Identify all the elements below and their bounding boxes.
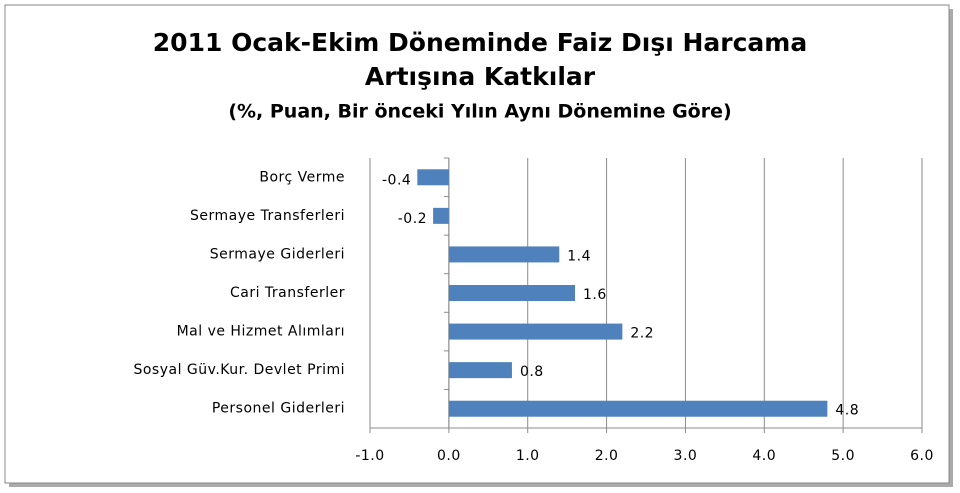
chart-title: Artışına Katkılar [365, 62, 596, 91]
data-label: 4.8 [835, 403, 859, 419]
y-tick-label: Sermaye Giderleri [210, 246, 345, 262]
chart-title: 2011 Ocak-Ekim Döneminde Faiz Dışı Harca… [153, 28, 807, 57]
x-tick-label: 3.0 [674, 448, 698, 464]
x-tick-label: 2.0 [595, 448, 619, 464]
y-tick-label: Mal ve Hizmet Alımları [177, 324, 345, 340]
y-tick-label: Borç Verme [259, 169, 345, 185]
data-label: 1.6 [583, 287, 607, 303]
data-label: -0.4 [382, 172, 411, 188]
y-tick-label: Sosyal Güv.Kur. Devlet Primi [133, 362, 345, 378]
bar [448, 246, 560, 263]
data-label: 0.8 [520, 364, 544, 380]
x-tick-label: 4.0 [752, 448, 776, 464]
x-tick-label: -1.0 [355, 448, 384, 464]
bar [448, 285, 576, 301]
y-tick-label: Sermaye Transferleri [190, 208, 345, 224]
chart-subtitle: (%, Puan, Bir önceki Yılın Aynı Dönemine… [228, 101, 731, 123]
bar [433, 207, 449, 224]
x-tick-label: 0.0 [437, 448, 461, 464]
x-tick-label: 1.0 [516, 448, 540, 464]
bar [448, 362, 512, 379]
y-tick-label: Cari Transferler [230, 285, 345, 301]
x-tick-label: 6.0 [910, 448, 934, 464]
x-tick-label: 5.0 [831, 448, 855, 464]
bar [448, 323, 623, 340]
data-label: 2.2 [630, 326, 654, 342]
bar [448, 400, 828, 417]
data-label: 1.4 [567, 248, 591, 264]
bar [417, 169, 449, 186]
y-tick-label: Personel Giderleri [212, 401, 345, 417]
data-label: -0.2 [398, 211, 427, 227]
